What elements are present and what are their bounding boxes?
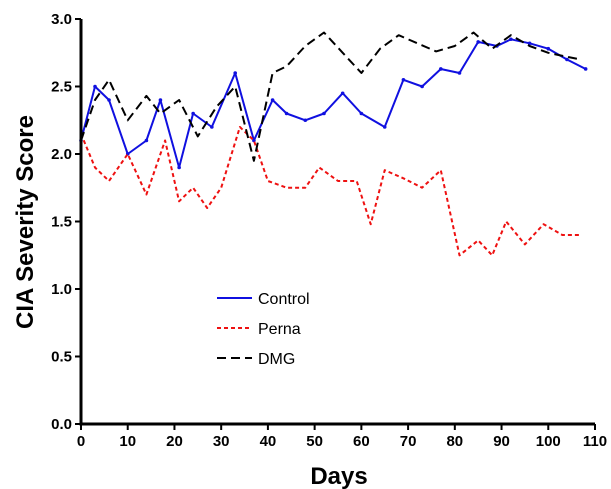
data-point: [284, 111, 289, 116]
legend-item-control: Control: [217, 291, 310, 308]
data-point: [340, 91, 345, 96]
y-tick-label: 3.0: [51, 11, 72, 28]
legend-label: Perna: [258, 321, 301, 338]
data-point: [210, 125, 214, 129]
x-tick-label: 70: [400, 433, 417, 450]
x-tick-label: 0: [77, 433, 85, 450]
series-line-perna: [80, 126, 581, 257]
series-perna: [80, 126, 581, 257]
x-tick-label: 60: [353, 433, 370, 450]
data-point: [401, 77, 406, 82]
data-point: [509, 37, 513, 42]
data-point: [359, 111, 364, 116]
series-control: [79, 37, 588, 170]
data-point: [303, 118, 308, 123]
data-point: [191, 111, 195, 116]
data-point: [107, 98, 111, 102]
data-point: [457, 71, 462, 75]
y-tick-label: 0.0: [51, 416, 72, 433]
x-tick-label: 50: [306, 433, 323, 450]
data-point: [527, 41, 532, 46]
x-tick-label: 30: [213, 433, 230, 450]
y-tick-label: 1.0: [51, 281, 72, 298]
y-axis-title: CIA Severity Score: [12, 115, 39, 329]
x-tick-label: 80: [446, 433, 463, 450]
series-line-control: [80, 38, 587, 169]
legend-item-perna: Perna: [217, 321, 301, 338]
legend-item-dmg: DMG: [217, 351, 295, 368]
data-point: [322, 111, 326, 116]
data-point: [420, 84, 424, 89]
data-point: [439, 67, 443, 71]
y-tick-label: 2.5: [51, 79, 72, 96]
legend-label: DMG: [258, 351, 295, 368]
x-axis-title: Days: [310, 463, 367, 489]
x-tick-label: 10: [119, 433, 136, 450]
y-tick-label: 0.5: [51, 349, 72, 366]
data-point: [158, 98, 163, 102]
series-line-dmg: [80, 31, 582, 162]
axes: [79, 19, 595, 426]
data-point: [93, 84, 97, 89]
data-point: [565, 57, 569, 62]
data-point: [270, 98, 275, 102]
data-point: [546, 46, 551, 51]
x-ticks: 0 10 20 30 40 50 60 70 80 90 100 110: [77, 424, 607, 450]
series-dmg: [80, 31, 582, 162]
data-point: [144, 138, 149, 143]
y-tick-label: 1.5: [51, 214, 72, 231]
x-tick-label: 20: [166, 433, 183, 450]
data-point: [177, 165, 181, 170]
y-tick-label: 2.0: [51, 146, 72, 163]
legend: Control Perna DMG: [217, 291, 310, 368]
x-tick-label: 110: [583, 433, 607, 450]
x-tick-label: 100: [536, 433, 561, 450]
x-tick-label: 40: [260, 433, 277, 450]
data-point: [233, 71, 237, 75]
data-point: [476, 40, 480, 44]
y-ticks: 0.0 0.5 1.0 1.5 2.0 2.5 3.0: [51, 11, 81, 433]
x-tick-label: 90: [493, 433, 510, 450]
data-point: [382, 125, 387, 129]
data-point: [252, 138, 256, 143]
data-point: [583, 67, 588, 71]
legend-label: Control: [258, 291, 310, 308]
plot-series: [79, 31, 588, 257]
